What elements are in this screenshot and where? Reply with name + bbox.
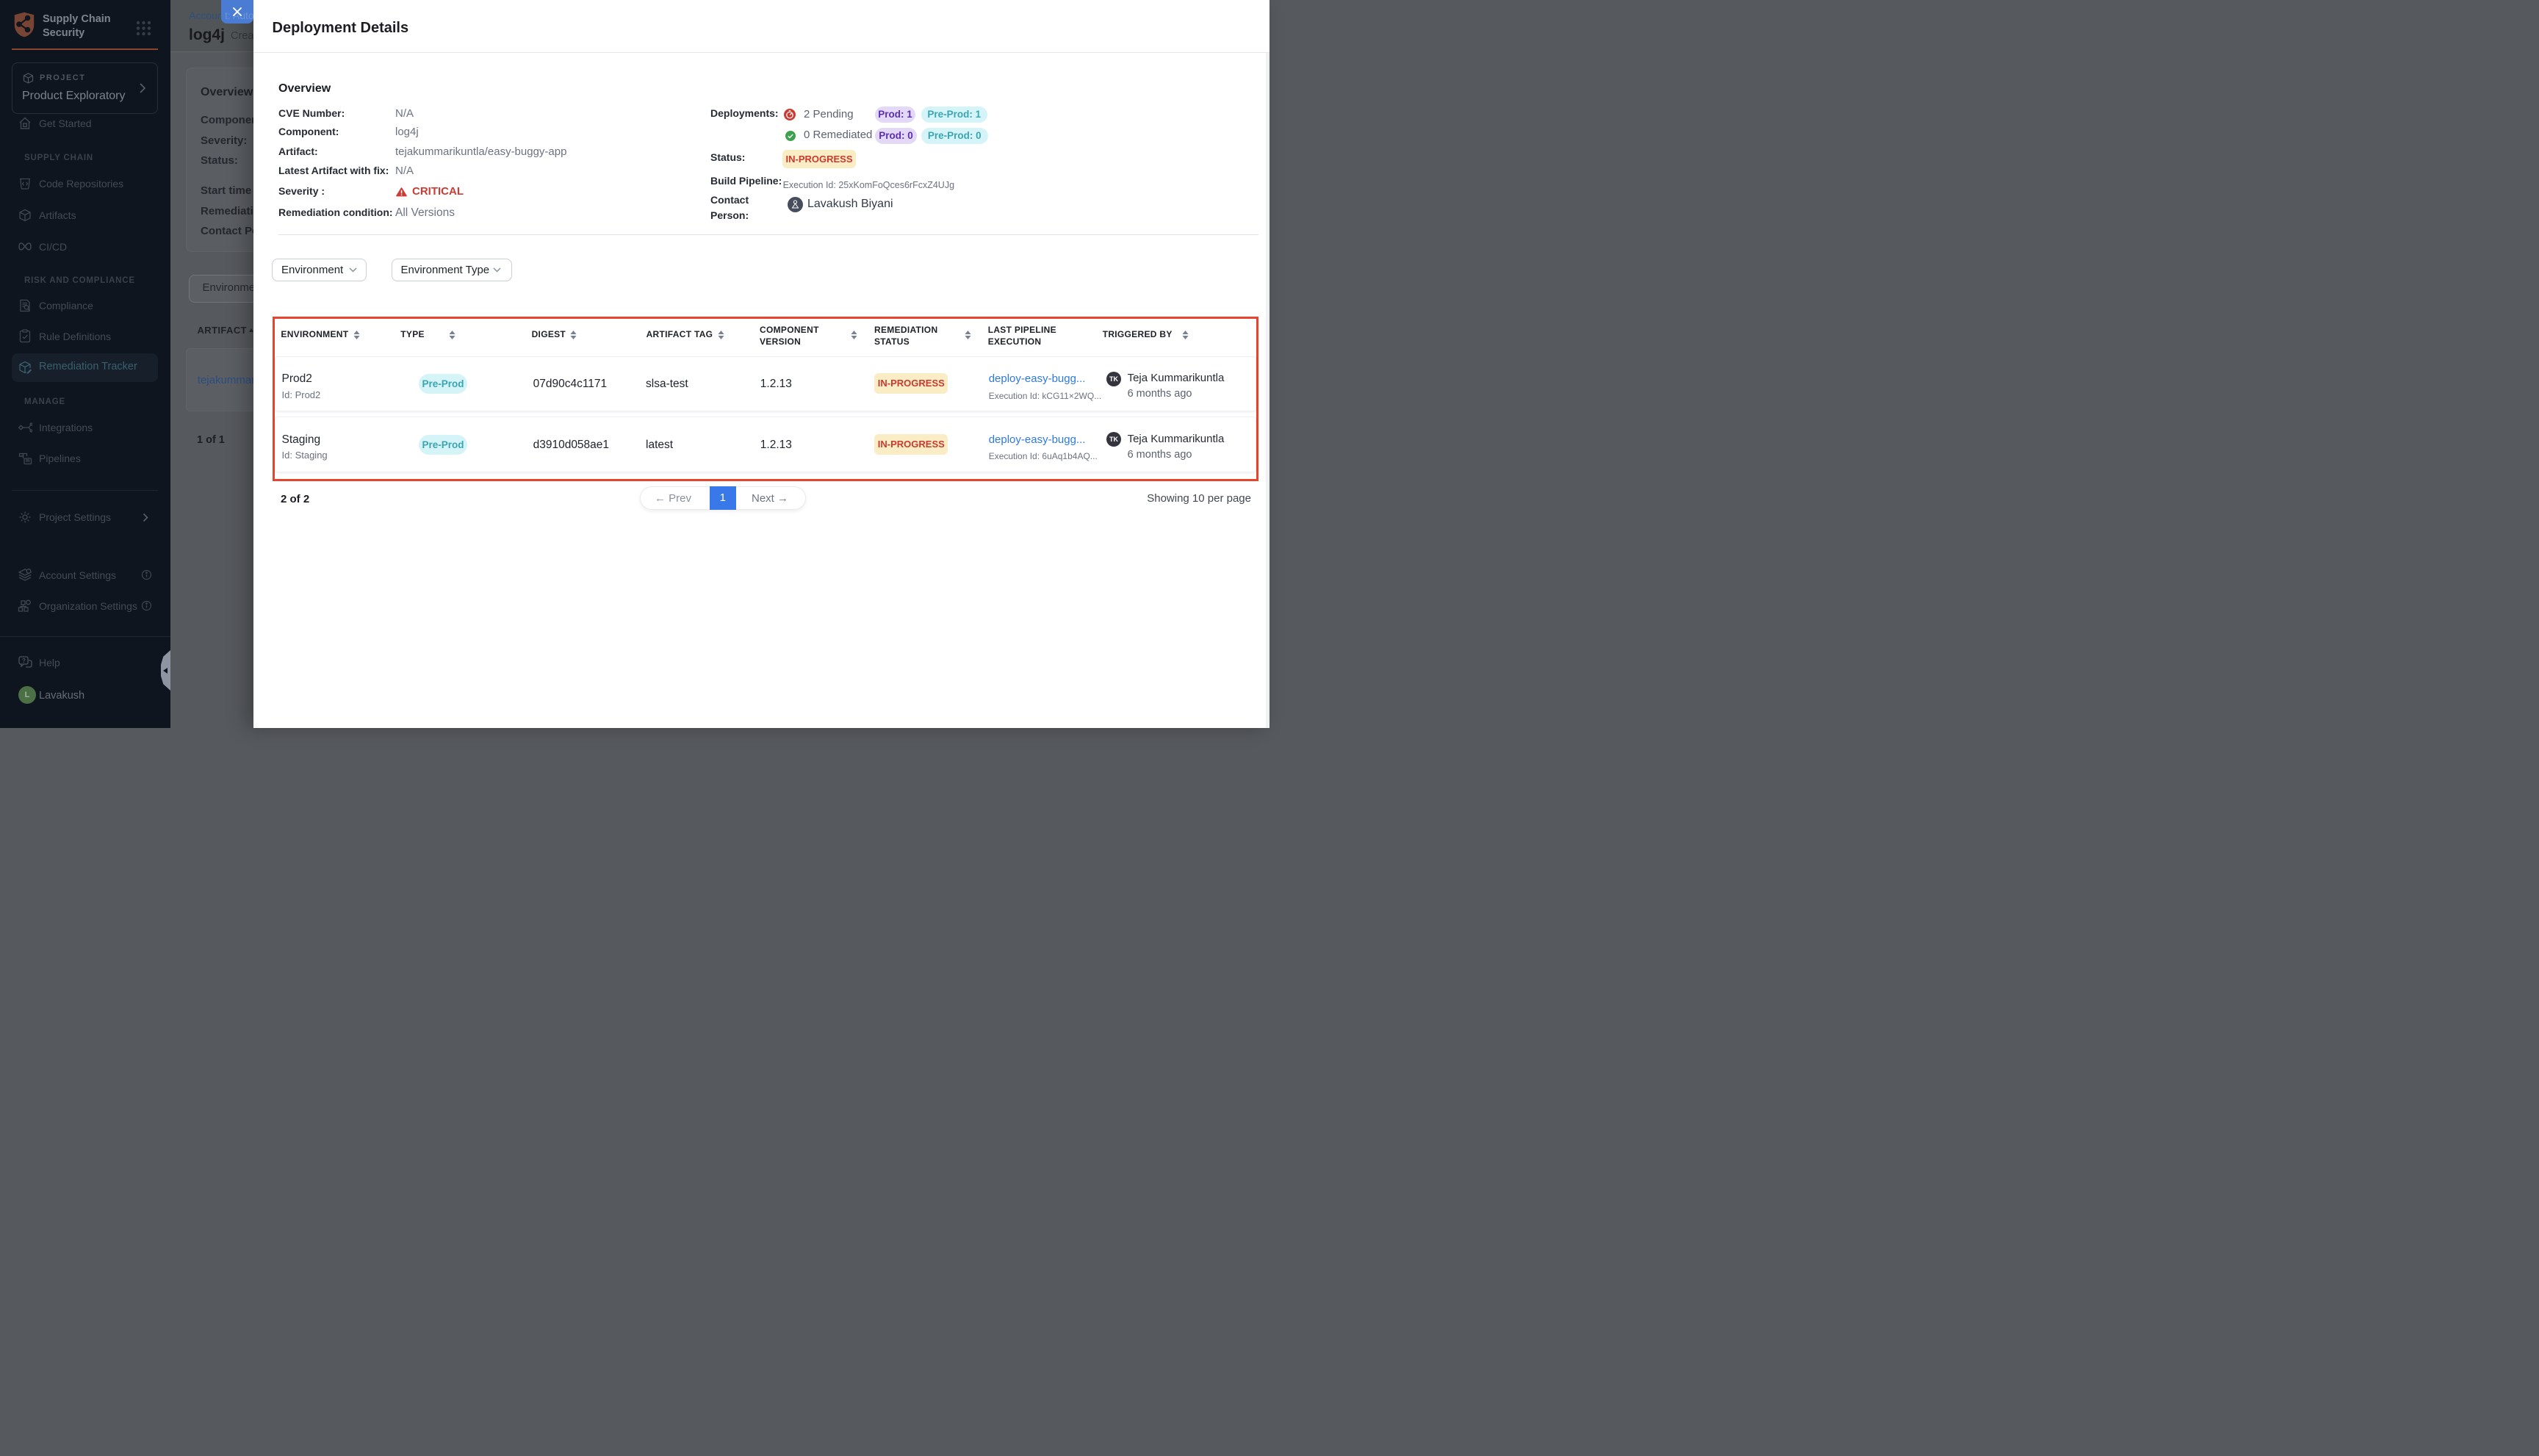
- svg-text:?: ?: [22, 657, 26, 664]
